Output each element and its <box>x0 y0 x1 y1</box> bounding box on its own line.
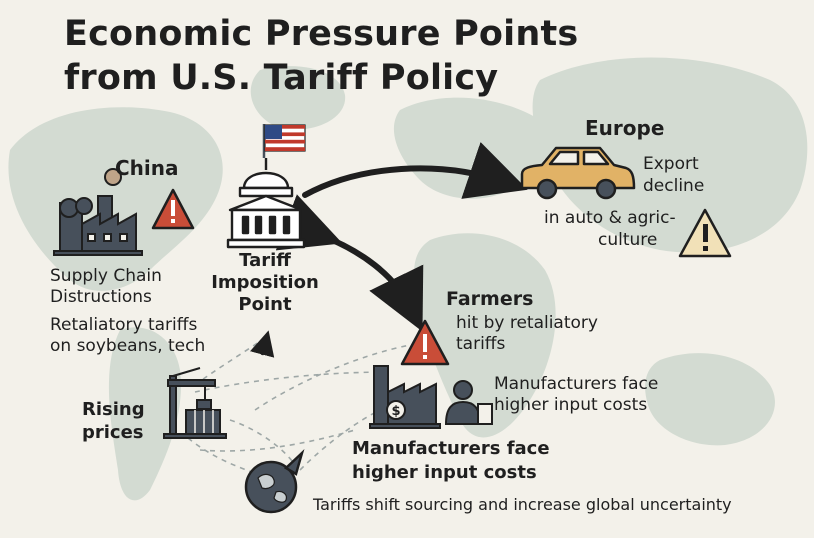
europe-export-line-1: Export <box>643 154 699 174</box>
factory-dollar-icon: $ <box>369 365 441 429</box>
arrow-center-to-europe <box>302 142 528 199</box>
rising-prices-label: Rising prices <box>82 398 145 444</box>
capitol-building-icon <box>226 158 306 249</box>
china-label: China <box>115 156 179 180</box>
us-flag-icon <box>262 124 306 158</box>
center-node-label: Tariff Imposition Point <box>205 250 325 316</box>
global-uncertainty-caption: Tariffs shift sourcing and increase glob… <box>313 495 732 514</box>
manufacturers-side-text: Manufacturers face higher input costs <box>494 374 658 416</box>
europe-export-line-2: decline <box>643 176 705 196</box>
car-icon <box>520 146 636 200</box>
europe-sector-text: in auto & agric- culture <box>544 207 676 251</box>
farmers-detail-text: hit by retaliatory tariffs <box>456 313 598 355</box>
farmers-detail-line-2: tariffs <box>456 334 506 354</box>
dashed-link-farmers <box>254 344 411 411</box>
shipping-crane-icon <box>163 367 227 439</box>
farmers-label: Farmers <box>446 288 534 310</box>
dashed-link-lower <box>199 429 356 452</box>
map-landmass-australia <box>645 353 775 446</box>
center-label-line-1: Tariff <box>239 250 291 271</box>
rising-prices-line-1: Rising <box>82 399 145 420</box>
europe-label: Europe <box>585 116 665 140</box>
warning-icon-farmers <box>400 319 450 366</box>
manufacturers-side-line-2: higher input costs <box>494 395 648 415</box>
china-retaliation-line-2: on soybeans, tech <box>50 336 206 356</box>
center-label-line-3: Point <box>238 294 292 315</box>
manufacturers-main-text: Manufacturers face higher input costs <box>352 437 550 485</box>
map-landmass-africa <box>413 233 556 438</box>
europe-export-text: Export decline <box>643 153 704 197</box>
dashed-link-prices-manufacturers <box>194 371 391 393</box>
dashed-link-crane-globe <box>229 419 296 466</box>
worker-icon <box>444 380 493 425</box>
page-title: Economic Pressure Points from U.S. Tarif… <box>64 12 578 100</box>
warning-icon-china <box>151 188 195 230</box>
title-line-2: from U.S. Tariff Policy <box>64 58 499 98</box>
manufacturers-main-line-2: higher input costs <box>352 462 537 483</box>
factory-icon <box>53 168 143 256</box>
map-landmass-greenland <box>250 66 346 130</box>
europe-sector-line-2: culture <box>598 230 658 250</box>
china-supply-line-2: Distructions <box>50 287 152 307</box>
arrow-prices-to-center <box>250 330 275 358</box>
warning-icon-europe <box>678 208 732 258</box>
rising-prices-line-2: prices <box>82 422 144 443</box>
title-line-1: Economic Pressure Points <box>64 14 579 54</box>
map-landmass-asia <box>532 57 808 253</box>
china-supply-line-1: Supply Chain <box>50 266 162 286</box>
china-supply-chain-text: Supply Chain Distructions <box>50 266 162 308</box>
center-label-line-2: Imposition <box>211 272 319 293</box>
europe-sector-line-1: in auto & agric- <box>544 208 676 228</box>
manufacturers-side-line-1: Manufacturers face <box>494 374 659 394</box>
farmers-detail-line-1: hit by retaliatory <box>456 313 598 333</box>
china-retaliation-line-1: Retaliatory tariffs <box>50 315 198 335</box>
svg-text:$: $ <box>391 404 400 419</box>
globe-icon <box>244 448 305 514</box>
manufacturers-main-line-1: Manufacturers face <box>352 438 550 459</box>
map-landmass-south-america <box>108 327 181 501</box>
arrow-center-farmers <box>275 194 424 332</box>
china-retaliation-text: Retaliatory tariffs on soybeans, tech <box>50 315 205 357</box>
